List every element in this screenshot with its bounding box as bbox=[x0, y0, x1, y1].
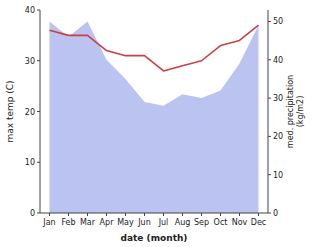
x-tick-label: Jul bbox=[158, 218, 169, 227]
x-tick bbox=[239, 213, 240, 216]
x-tick-label: Oct bbox=[214, 218, 228, 227]
y-tick-label: 10 bbox=[25, 158, 35, 167]
x-tick bbox=[182, 213, 183, 216]
y2-tick bbox=[268, 59, 271, 60]
x-tick bbox=[258, 213, 259, 216]
y-axis-label: max temp (C) bbox=[5, 80, 15, 142]
x-tick-label: Dec bbox=[251, 218, 266, 227]
x-tick bbox=[87, 213, 88, 216]
x-tick bbox=[220, 213, 221, 216]
x-tick-label: Mar bbox=[80, 218, 96, 227]
y2-tick bbox=[268, 98, 271, 99]
rain-area bbox=[50, 21, 259, 213]
x-tick bbox=[144, 213, 145, 216]
x-tick bbox=[49, 213, 50, 216]
y2-tick bbox=[268, 136, 271, 137]
y-tick-label: 20 bbox=[25, 108, 35, 117]
x-tick bbox=[125, 213, 126, 216]
x-axis-label: date (month) bbox=[121, 233, 188, 243]
x-tick-label: Sep bbox=[194, 218, 209, 227]
y2-tick bbox=[268, 174, 271, 175]
y2-axis-label: med. precipitation(kg/m2) bbox=[286, 75, 305, 148]
x-tick bbox=[106, 213, 107, 216]
x-tick-label: Jan bbox=[42, 218, 55, 227]
x-tick-label: Nov bbox=[232, 218, 248, 227]
x-tick bbox=[68, 213, 69, 216]
y2-tick-label: 30 bbox=[273, 94, 283, 103]
x-tick bbox=[163, 213, 164, 216]
x-axis bbox=[40, 213, 268, 214]
y-tick bbox=[37, 111, 40, 112]
x-tick-label: Jun bbox=[137, 218, 151, 227]
temp-line bbox=[50, 25, 259, 71]
y2-tick bbox=[268, 21, 271, 22]
x-tick-label: Aug bbox=[175, 218, 191, 227]
y-tick bbox=[37, 162, 40, 163]
y2-tick-label: 40 bbox=[273, 56, 283, 65]
y2-tick-label: 20 bbox=[273, 132, 283, 141]
x-tick-label: May bbox=[117, 218, 134, 227]
y2-tick-label: 0 bbox=[273, 209, 278, 218]
x-tick-label: Apr bbox=[100, 218, 115, 227]
x-tick bbox=[201, 213, 202, 216]
y2-tick-label: 50 bbox=[273, 17, 283, 26]
y-tick bbox=[37, 60, 40, 61]
x-tick-label: Feb bbox=[61, 218, 75, 227]
y-tick-label: 0 bbox=[30, 209, 35, 218]
y-tick bbox=[37, 10, 40, 11]
y-tick-label: 40 bbox=[25, 6, 35, 15]
y-tick-label: 30 bbox=[25, 57, 35, 66]
y2-tick bbox=[268, 213, 271, 214]
chart: Jan Feb Mar AprMayJun Jul AugSep Oct NovDec 0 10 2… bbox=[0, 0, 318, 247]
plot-area bbox=[50, 21, 259, 213]
y2-tick-label: 10 bbox=[273, 171, 283, 180]
y-tick bbox=[37, 213, 40, 214]
y2-axis bbox=[268, 10, 269, 213]
